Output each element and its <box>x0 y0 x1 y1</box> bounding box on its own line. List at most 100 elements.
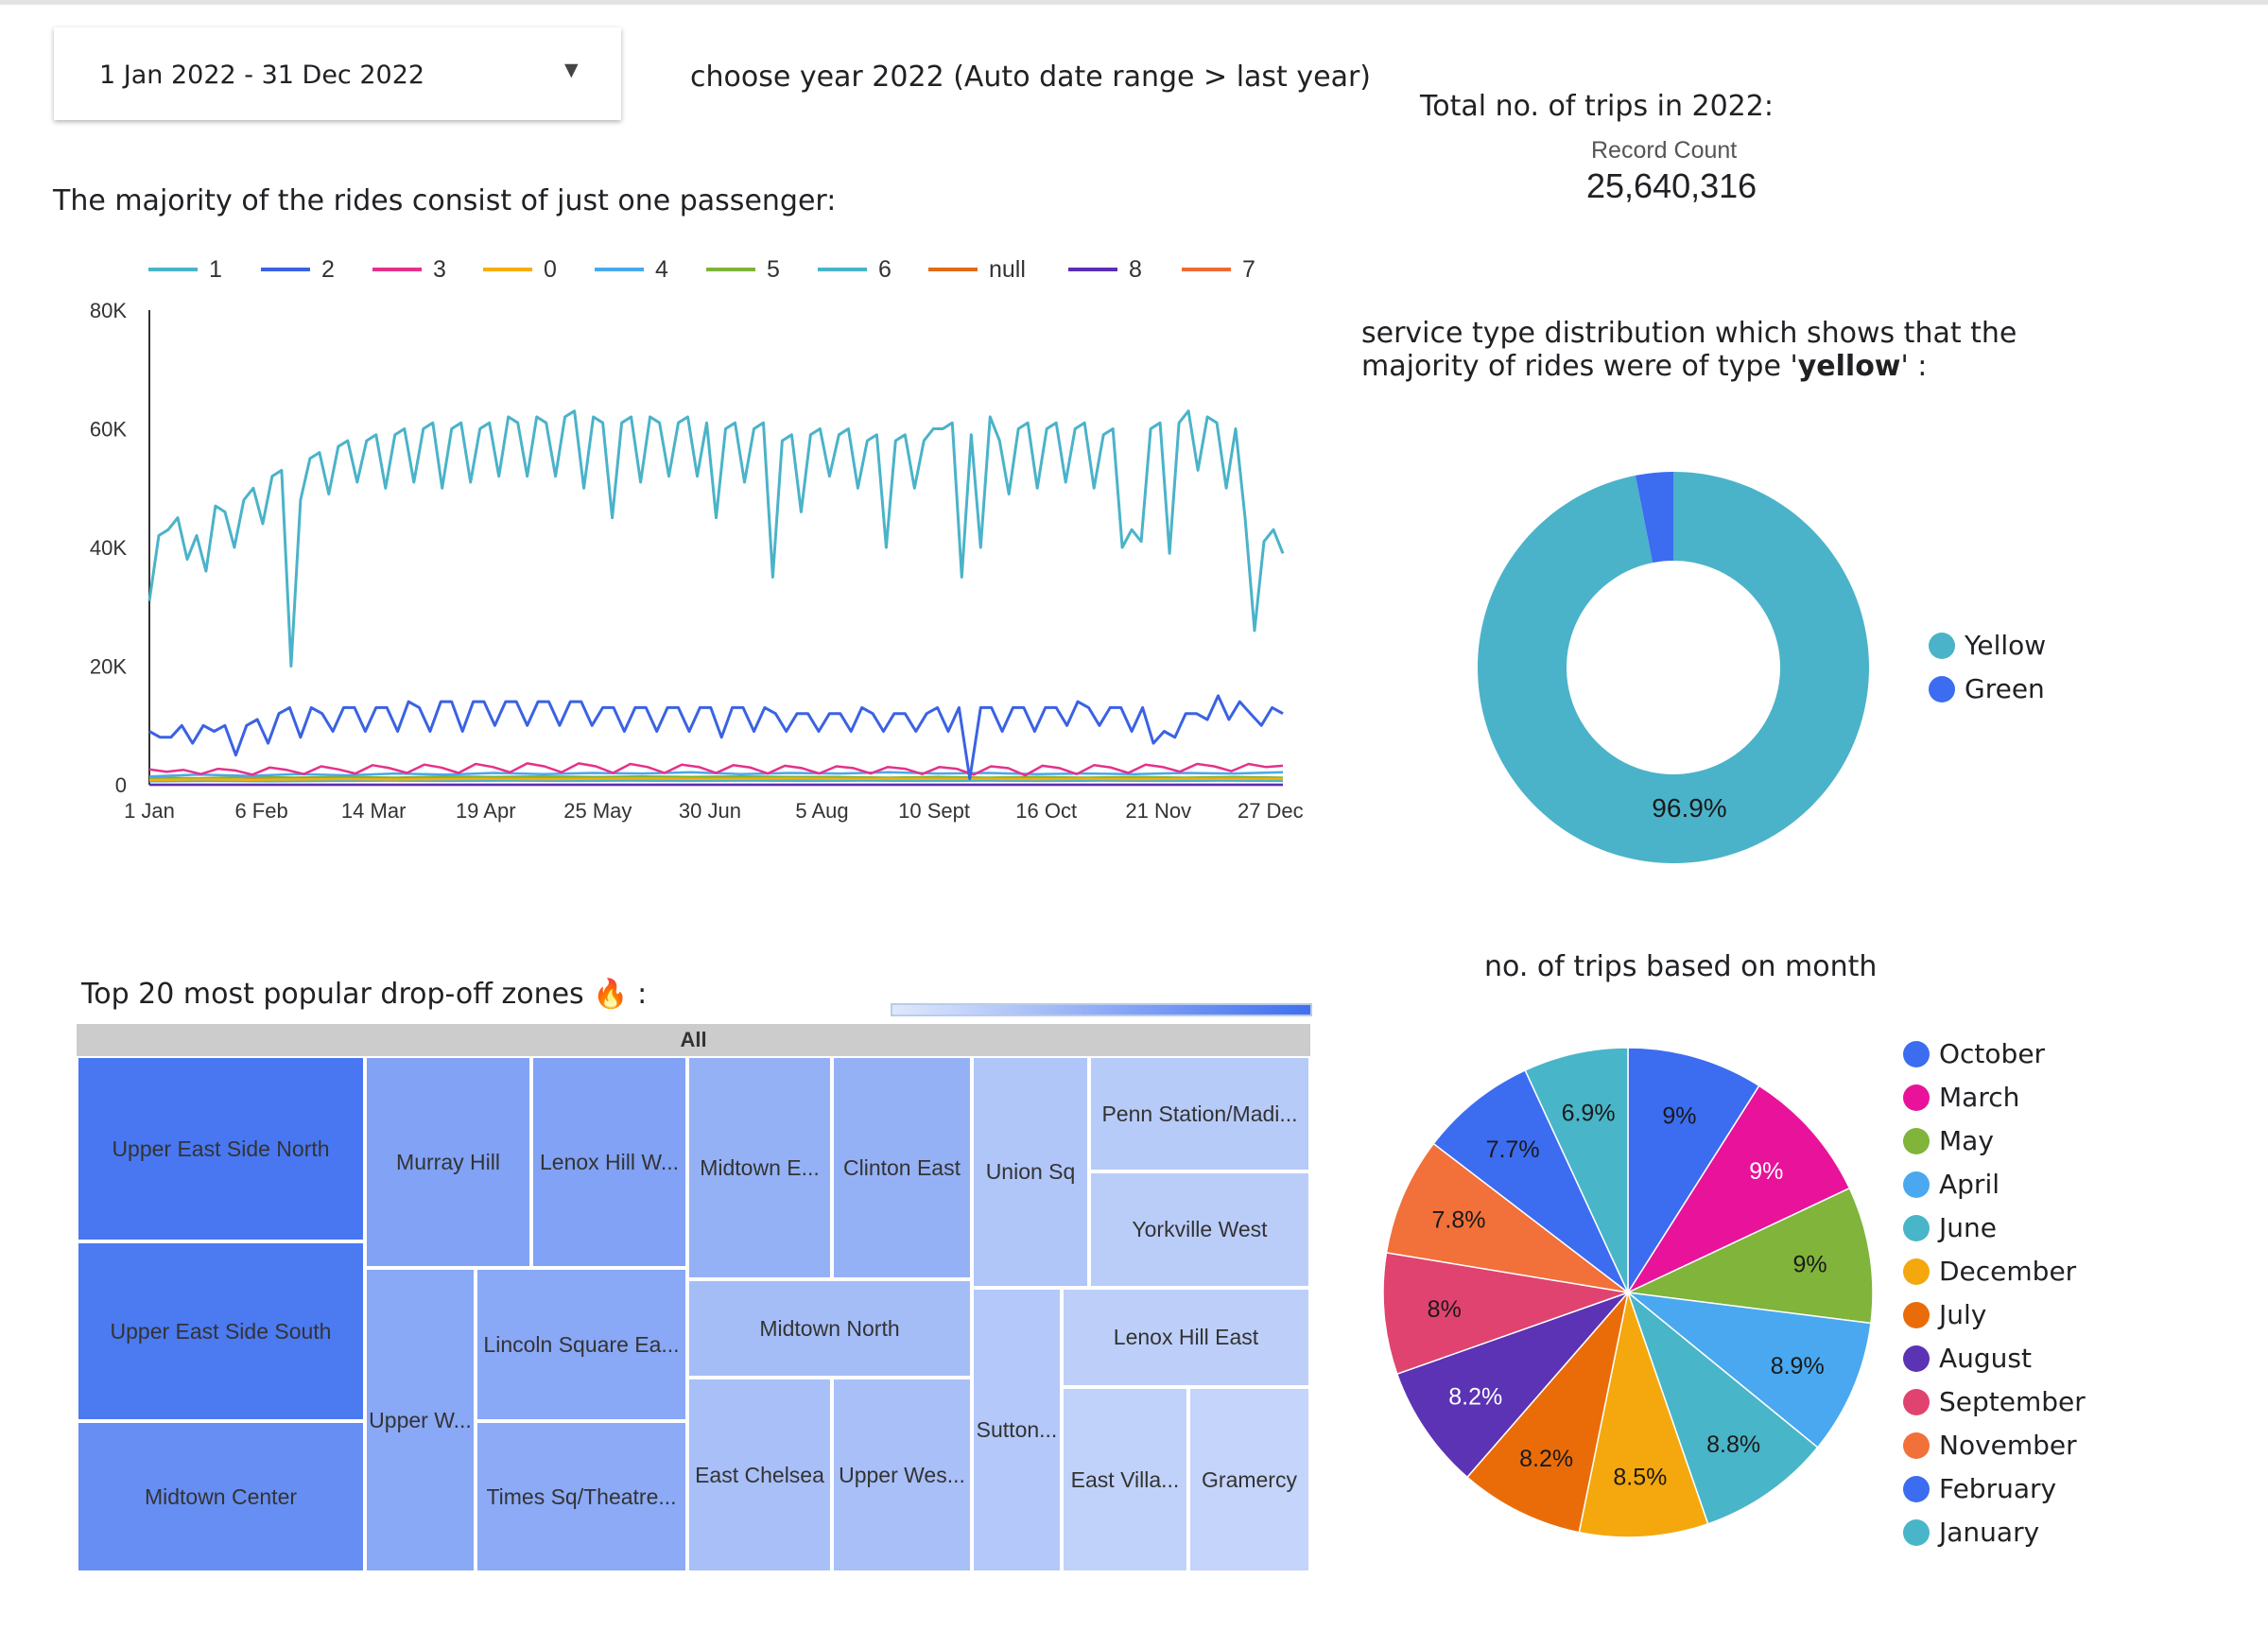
legend-dot <box>1903 1171 1930 1198</box>
treemap-cell-label: Lenox Hill East <box>1113 1325 1259 1349</box>
y-tick-label: 80K <box>90 299 127 322</box>
legend-label-null: null <box>989 256 1026 283</box>
legend-dot <box>1903 1476 1930 1502</box>
treemap-cell-label: Murray Hill <box>396 1149 500 1174</box>
treemap-cell-east-villa[interactable]: East Villa... <box>1062 1387 1188 1572</box>
treemap-cell-label: East Villa... <box>1070 1466 1180 1492</box>
treemap-cell-sutton[interactable]: Sutton... <box>972 1288 1062 1572</box>
month-slice-label: 8.2% <box>1448 1384 1502 1411</box>
x-tick-label: 27 Dec <box>1238 799 1304 823</box>
x-tick-label: 14 Mar <box>341 799 406 823</box>
date-range-label: 1 Jan 2022 - 31 Dec 2022 <box>99 61 425 90</box>
donut-title-line-2: majority of rides were of type 'yellow' … <box>1361 350 1927 383</box>
treemap-cell-label: Penn Station/Madi... <box>1101 1101 1298 1126</box>
month-slice-june[interactable] <box>1626 1290 1819 1525</box>
service-type-donut-chart: 96.9% <box>1478 472 1869 863</box>
month-slice-august[interactable] <box>1395 1291 1631 1479</box>
treemap-root-header[interactable]: All <box>77 1024 1310 1056</box>
treemap-cell-midtown-e[interactable]: Midtown E... <box>687 1056 832 1279</box>
legend-dot <box>1929 633 1955 659</box>
treemap-cell-label: Upper Wes... <box>839 1462 965 1487</box>
legend-label: December <box>1939 1256 2077 1287</box>
treemap-cell-lenox-hill-east[interactable]: Lenox Hill East <box>1062 1288 1310 1387</box>
legend-dot <box>1903 1041 1930 1067</box>
legend-dot <box>1903 1519 1930 1546</box>
treemap-cell-lincoln-square-ea[interactable]: Lincoln Square Ea... <box>476 1268 687 1421</box>
date-range-note: choose year 2022 (Auto date range > last… <box>690 61 1371 94</box>
month-slice-march[interactable] <box>1625 1084 1851 1294</box>
x-tick-label: 10 Sept <box>898 799 970 823</box>
month-slice-january[interactable] <box>1524 1047 1629 1293</box>
treemap-cell-label: Midtown Center <box>144 1483 298 1509</box>
month-slice-february[interactable] <box>1432 1068 1629 1293</box>
treemap-cell-yorkville-west[interactable]: Yorkville West <box>1089 1171 1310 1288</box>
month-slice-label: 8.5% <box>1613 1465 1667 1491</box>
treemap-cell-upper-wes[interactable]: Upper Wes... <box>832 1378 972 1572</box>
series-line-0 <box>148 777 1283 782</box>
scorecard-value: 25,640,316 <box>1586 166 1757 205</box>
month-slice-label: 7.8% <box>1432 1207 1486 1234</box>
treemap-cell-label: Upper East Side South <box>110 1318 332 1344</box>
treemap-cell-upper-east-side-north[interactable]: Upper East Side North <box>77 1056 365 1241</box>
treemap-cell-east-chelsea[interactable]: East Chelsea <box>687 1378 832 1572</box>
treemap-cell-lenox-hill-w[interactable]: Lenox Hill W... <box>531 1056 687 1268</box>
legend-label-1: 1 <box>209 256 222 283</box>
treemap-cell-label: Lenox Hill W... <box>540 1149 679 1174</box>
treemap-cell-penn-station-madi[interactable]: Penn Station/Madi... <box>1089 1056 1310 1171</box>
top-border <box>0 0 2268 5</box>
y-tick-label: 40K <box>90 536 127 560</box>
month-slice-may[interactable] <box>1625 1187 1874 1325</box>
y-tick-label: 20K <box>90 655 127 679</box>
treemap-cell-label: Upper W... <box>369 1407 472 1432</box>
month-slice-october[interactable] <box>1627 1047 1760 1295</box>
pie-legend: October March May April June December July Augu… <box>1903 1036 2187 1566</box>
legend-dot <box>1903 1302 1930 1328</box>
legend-dot <box>1929 676 1955 703</box>
treemap-cell-union-sq[interactable]: Union Sq <box>972 1056 1089 1288</box>
legend-label: August <box>1939 1343 2032 1374</box>
treemap-cell-upper-w[interactable]: Upper W... <box>365 1268 476 1572</box>
donut-slice-yellow[interactable] <box>1478 472 1869 863</box>
legend-label: February <box>1939 1473 2057 1504</box>
legend-label: May <box>1939 1125 1994 1156</box>
x-tick-label: 25 May <box>563 799 632 823</box>
chevron-down-icon[interactable]: ▼ <box>564 60 579 80</box>
donut-slice-green[interactable] <box>1635 472 1673 564</box>
scorecard-label: Record Count <box>1591 137 1738 164</box>
month-slice-april[interactable] <box>1625 1291 1872 1449</box>
legend-dot <box>1903 1389 1930 1415</box>
month-slice-label: 7.7% <box>1486 1136 1540 1163</box>
legend-label: January <box>1939 1517 2040 1548</box>
date-range-picker[interactable]: 1 Jan 2022 - 31 Dec 2022 ▼ <box>54 27 621 120</box>
treemap-cell-midtown-center[interactable]: Midtown Center <box>77 1421 365 1572</box>
series-line-5 <box>148 774 1284 780</box>
treemap-cell-clinton-east[interactable]: Clinton East <box>832 1056 972 1279</box>
month-slice-label: 8.2% <box>1519 1446 1573 1472</box>
treemap-cell-label: Union Sq <box>985 1159 1076 1184</box>
month-slice-july[interactable] <box>1465 1290 1630 1534</box>
donut-title-line-1: service type distribution which shows th… <box>1361 317 2017 350</box>
treemap-cell-label: Yorkville West <box>1132 1217 1268 1241</box>
month-slice-november[interactable] <box>1385 1142 1629 1293</box>
legend-dot <box>1903 1345 1930 1372</box>
treemap-cell-murray-hill[interactable]: Murray Hill <box>365 1056 531 1268</box>
treemap-cell-midtown-north[interactable]: Midtown North <box>687 1279 972 1378</box>
legend-label-6: 6 <box>878 256 892 283</box>
treemap-cell-label: Sutton... <box>976 1417 1058 1442</box>
month-slice-december[interactable] <box>1578 1290 1709 1538</box>
treemap-cell-label: Midtown E... <box>700 1154 820 1180</box>
treemap-cell-label: Times Sq/Theatre... <box>486 1483 677 1509</box>
legend-label-0: 0 <box>544 256 557 283</box>
treemap-cell-upper-east-side-south[interactable]: Upper East Side South <box>77 1241 365 1421</box>
treemap-cell-times-sq-theatre[interactable]: Times Sq/Theatre... <box>476 1421 687 1572</box>
x-tick-label: 30 Jun <box>679 799 741 823</box>
month-slice-label: 8% <box>1428 1296 1462 1323</box>
treemap-cell-label: East Chelsea <box>695 1462 824 1487</box>
treemap-cell-gramercy[interactable]: Gramercy <box>1188 1387 1310 1572</box>
x-tick-label: 16 Oct <box>1015 799 1077 823</box>
donut-title-bold: yellow <box>1797 350 1901 383</box>
legend-label: October <box>1939 1038 2046 1069</box>
pie-chart-title: no. of trips based on month <box>1484 950 1878 983</box>
legend-dot <box>1903 1084 1930 1111</box>
treemap-cell-label: Gramercy <box>1202 1466 1297 1492</box>
